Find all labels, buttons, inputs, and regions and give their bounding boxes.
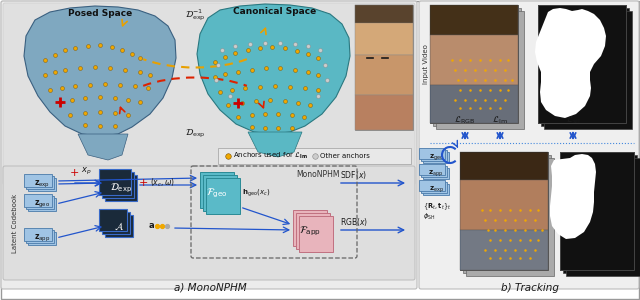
FancyBboxPatch shape [200, 172, 234, 208]
FancyBboxPatch shape [566, 158, 640, 276]
FancyBboxPatch shape [28, 178, 56, 191]
FancyBboxPatch shape [419, 1, 639, 289]
Text: b) Tracking: b) Tracking [501, 283, 559, 293]
FancyBboxPatch shape [419, 180, 445, 191]
Polygon shape [197, 4, 350, 134]
Text: $\mathbf{z}_{\mathrm{app}}$: $\mathbf{z}_{\mathrm{app}}$ [34, 233, 50, 244]
FancyBboxPatch shape [436, 11, 524, 129]
FancyBboxPatch shape [563, 155, 637, 273]
FancyBboxPatch shape [538, 5, 626, 123]
Text: $\{\mathbf{R}_t, \mathbf{t}_t\}_t$: $\{\mathbf{R}_t, \mathbf{t}_t\}_t$ [423, 202, 451, 212]
FancyBboxPatch shape [355, 5, 413, 23]
FancyBboxPatch shape [105, 215, 133, 237]
FancyBboxPatch shape [26, 230, 54, 243]
Text: $\mathbf{z}_{\mathrm{app}}$: $\mathbf{z}_{\mathrm{app}}$ [428, 168, 444, 179]
FancyBboxPatch shape [421, 166, 447, 177]
FancyBboxPatch shape [466, 158, 554, 276]
FancyBboxPatch shape [218, 148, 411, 164]
FancyBboxPatch shape [430, 85, 518, 123]
Text: Latent Codebook: Latent Codebook [12, 194, 18, 253]
Text: $\mathbf{z}_{\mathrm{exp}}$: $\mathbf{z}_{\mathrm{exp}}$ [429, 184, 444, 195]
Text: $\mathbf{a}$: $\mathbf{a}$ [148, 221, 155, 230]
FancyBboxPatch shape [421, 182, 447, 193]
Text: $+$: $+$ [138, 178, 148, 188]
FancyBboxPatch shape [3, 166, 415, 280]
FancyBboxPatch shape [355, 55, 413, 95]
Text: $\mathcal{L}_{\mathrm{lm}}$: $\mathcal{L}_{\mathrm{lm}}$ [492, 115, 508, 126]
FancyBboxPatch shape [460, 152, 548, 270]
Text: $\mathcal{D}_{\mathrm{exp}}$: $\mathcal{D}_{\mathrm{exp}}$ [185, 128, 205, 140]
Polygon shape [248, 132, 302, 157]
FancyBboxPatch shape [99, 209, 127, 231]
FancyBboxPatch shape [419, 148, 445, 159]
FancyBboxPatch shape [560, 152, 634, 270]
FancyBboxPatch shape [423, 168, 449, 179]
Text: $\mathrm{RGB}(x)$: $\mathrm{RGB}(x)$ [340, 216, 368, 228]
FancyBboxPatch shape [102, 172, 134, 198]
FancyBboxPatch shape [28, 232, 56, 245]
Text: MonoNPHM: MonoNPHM [296, 170, 340, 179]
FancyBboxPatch shape [296, 213, 330, 249]
FancyBboxPatch shape [463, 155, 551, 273]
FancyBboxPatch shape [544, 11, 632, 129]
Text: $\mathrm{SDF}(x)$: $\mathrm{SDF}(x)$ [340, 169, 367, 181]
FancyBboxPatch shape [433, 8, 521, 126]
FancyBboxPatch shape [419, 164, 445, 175]
FancyBboxPatch shape [24, 174, 52, 187]
FancyBboxPatch shape [203, 175, 237, 211]
FancyBboxPatch shape [24, 228, 52, 241]
FancyBboxPatch shape [538, 5, 626, 123]
FancyBboxPatch shape [355, 95, 413, 130]
Polygon shape [78, 134, 128, 160]
FancyBboxPatch shape [26, 196, 54, 209]
FancyBboxPatch shape [102, 212, 130, 234]
FancyBboxPatch shape [26, 176, 54, 189]
FancyBboxPatch shape [541, 8, 629, 126]
FancyBboxPatch shape [430, 5, 518, 35]
Text: $\mathcal{L}_{\mathrm{RGB}}$: $\mathcal{L}_{\mathrm{RGB}}$ [454, 115, 476, 126]
Text: Input Video: Input Video [423, 44, 429, 84]
Text: $x_p$: $x_p$ [81, 165, 92, 176]
FancyBboxPatch shape [28, 198, 56, 211]
Text: $\mathcal{L}_{\mathrm{sil}}$: $\mathcal{L}_{\mathrm{sil}}$ [566, 115, 580, 126]
Text: Canonical Space: Canonical Space [234, 7, 317, 16]
Text: a) MonoNPHM: a) MonoNPHM [173, 283, 246, 293]
Text: $\mathcal{D}^{-1}_{\mathrm{exp}}$: $\mathcal{D}^{-1}_{\mathrm{exp}}$ [185, 8, 205, 23]
FancyBboxPatch shape [355, 5, 413, 55]
Text: Posed Space: Posed Space [68, 9, 132, 18]
FancyBboxPatch shape [460, 180, 548, 230]
Text: $\mathbf{z}_{\mathrm{geo}}$: $\mathbf{z}_{\mathrm{geo}}$ [34, 199, 50, 210]
FancyBboxPatch shape [105, 175, 137, 201]
Text: $\phi_{\mathrm{SH}}$: $\phi_{\mathrm{SH}}$ [423, 212, 435, 222]
FancyBboxPatch shape [206, 178, 240, 214]
Text: $(x_c, \omega)$: $(x_c, \omega)$ [150, 177, 175, 189]
FancyBboxPatch shape [99, 169, 131, 195]
Text: $\mathcal{D}_{\mathrm{exp}}$: $\mathcal{D}_{\mathrm{exp}}$ [110, 181, 132, 195]
FancyBboxPatch shape [421, 150, 447, 161]
Text: $+$: $+$ [69, 167, 79, 178]
Text: $\mathcal{A}$: $\mathcal{A}$ [114, 220, 124, 232]
Polygon shape [24, 6, 176, 136]
FancyBboxPatch shape [430, 35, 518, 85]
FancyBboxPatch shape [423, 152, 449, 163]
FancyBboxPatch shape [560, 152, 634, 270]
FancyBboxPatch shape [430, 5, 518, 123]
Polygon shape [550, 154, 596, 239]
FancyBboxPatch shape [293, 210, 327, 246]
Text: Anchors used for $\mathcal{L}_{\mathbf{lm}}$: Anchors used for $\mathcal{L}_{\mathbf{l… [233, 151, 308, 161]
FancyBboxPatch shape [430, 5, 518, 123]
FancyBboxPatch shape [460, 230, 548, 270]
Text: $\mathbf{z}_{\mathrm{exp}}$: $\mathbf{z}_{\mathrm{exp}}$ [34, 179, 50, 190]
FancyBboxPatch shape [423, 184, 449, 195]
Polygon shape [535, 8, 606, 118]
Text: $\mathbf{z}_{\mathrm{geo}}$: $\mathbf{z}_{\mathrm{geo}}$ [429, 152, 444, 163]
Text: $\mathcal{F}_{\mathrm{geo}}$: $\mathcal{F}_{\mathrm{geo}}$ [206, 186, 228, 200]
Text: Other anchors: Other anchors [320, 153, 370, 159]
FancyBboxPatch shape [355, 5, 413, 130]
FancyBboxPatch shape [460, 152, 548, 180]
FancyBboxPatch shape [1, 1, 417, 289]
Text: $\mathbf{h}_{\mathrm{geo}}(x_c)$: $\mathbf{h}_{\mathrm{geo}}(x_c)$ [242, 187, 270, 199]
FancyBboxPatch shape [3, 3, 415, 185]
FancyBboxPatch shape [299, 216, 333, 252]
